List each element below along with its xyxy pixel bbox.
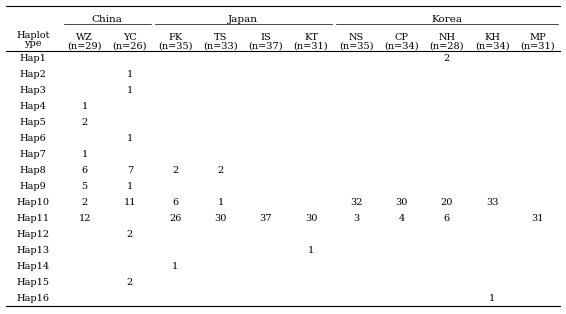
Text: IS: IS bbox=[260, 33, 271, 41]
Text: 3: 3 bbox=[353, 214, 359, 223]
Text: 30: 30 bbox=[396, 198, 408, 207]
Text: 1: 1 bbox=[127, 86, 133, 95]
Text: Hap2: Hap2 bbox=[20, 70, 46, 79]
Text: 1: 1 bbox=[82, 102, 88, 111]
Text: 11: 11 bbox=[123, 198, 136, 207]
Text: CP: CP bbox=[395, 33, 409, 41]
Text: 2: 2 bbox=[217, 166, 224, 175]
Text: Korea: Korea bbox=[431, 15, 462, 24]
Text: 30: 30 bbox=[215, 214, 226, 223]
Text: Hap8: Hap8 bbox=[20, 166, 46, 175]
Text: Hap1: Hap1 bbox=[20, 54, 46, 63]
Text: 1: 1 bbox=[172, 262, 178, 271]
Text: Hap5: Hap5 bbox=[20, 118, 46, 127]
Text: 1: 1 bbox=[489, 294, 495, 302]
Text: (n=34): (n=34) bbox=[384, 41, 419, 51]
Text: 30: 30 bbox=[305, 214, 317, 223]
Text: 6: 6 bbox=[172, 198, 178, 207]
Text: 31: 31 bbox=[531, 214, 543, 223]
Text: Hap4: Hap4 bbox=[20, 102, 46, 111]
Text: (n=26): (n=26) bbox=[113, 41, 147, 51]
Text: YC: YC bbox=[123, 33, 137, 41]
Text: 26: 26 bbox=[169, 214, 181, 223]
Text: 1: 1 bbox=[127, 134, 133, 143]
Text: 37: 37 bbox=[259, 214, 272, 223]
Text: KH: KH bbox=[484, 33, 500, 41]
Text: Hap15: Hap15 bbox=[16, 278, 49, 287]
Text: 2: 2 bbox=[127, 278, 133, 287]
Text: Hap9: Hap9 bbox=[20, 182, 46, 191]
Text: MP: MP bbox=[529, 33, 546, 41]
Text: (n=29): (n=29) bbox=[67, 41, 102, 51]
Text: ype: ype bbox=[24, 40, 42, 48]
Text: 33: 33 bbox=[486, 198, 498, 207]
Text: 1: 1 bbox=[127, 182, 133, 191]
Text: 5: 5 bbox=[82, 182, 88, 191]
Text: (n=34): (n=34) bbox=[475, 41, 509, 51]
Text: Hap3: Hap3 bbox=[20, 86, 46, 95]
Text: 7: 7 bbox=[127, 166, 133, 175]
Text: 32: 32 bbox=[350, 198, 362, 207]
Text: 12: 12 bbox=[78, 214, 91, 223]
Text: FK: FK bbox=[168, 33, 182, 41]
Text: Hap11: Hap11 bbox=[16, 214, 50, 223]
Text: Japan: Japan bbox=[228, 15, 258, 24]
Text: Hap12: Hap12 bbox=[16, 230, 50, 239]
Text: (n=31): (n=31) bbox=[520, 41, 555, 51]
Text: 4: 4 bbox=[398, 214, 405, 223]
Text: WZ: WZ bbox=[76, 33, 93, 41]
Text: 2: 2 bbox=[444, 54, 450, 63]
Text: 2: 2 bbox=[82, 198, 88, 207]
Text: (n=33): (n=33) bbox=[203, 41, 238, 51]
Text: China: China bbox=[92, 15, 123, 24]
Text: Hap13: Hap13 bbox=[16, 246, 50, 255]
Text: NS: NS bbox=[349, 33, 364, 41]
Text: TS: TS bbox=[214, 33, 227, 41]
Text: Haplot: Haplot bbox=[16, 30, 50, 40]
Text: 2: 2 bbox=[127, 230, 133, 239]
Text: 1: 1 bbox=[217, 198, 224, 207]
Text: (n=37): (n=37) bbox=[248, 41, 283, 51]
Text: Hap16: Hap16 bbox=[16, 294, 49, 302]
Text: 6: 6 bbox=[82, 166, 88, 175]
Text: 2: 2 bbox=[172, 166, 178, 175]
Text: Hap6: Hap6 bbox=[20, 134, 46, 143]
Text: 1: 1 bbox=[82, 150, 88, 159]
Text: (n=31): (n=31) bbox=[294, 41, 328, 51]
Text: KT: KT bbox=[304, 33, 318, 41]
Text: NH: NH bbox=[438, 33, 456, 41]
Text: Hap14: Hap14 bbox=[16, 262, 50, 271]
Text: 2: 2 bbox=[82, 118, 88, 127]
Text: 20: 20 bbox=[440, 198, 453, 207]
Text: 1: 1 bbox=[127, 70, 133, 79]
Text: (n=35): (n=35) bbox=[339, 41, 374, 51]
Text: Hap7: Hap7 bbox=[20, 150, 46, 159]
Text: 1: 1 bbox=[308, 246, 314, 255]
Text: (n=28): (n=28) bbox=[430, 41, 464, 51]
Text: (n=35): (n=35) bbox=[158, 41, 192, 51]
Text: Hap10: Hap10 bbox=[16, 198, 49, 207]
Text: 6: 6 bbox=[444, 214, 450, 223]
